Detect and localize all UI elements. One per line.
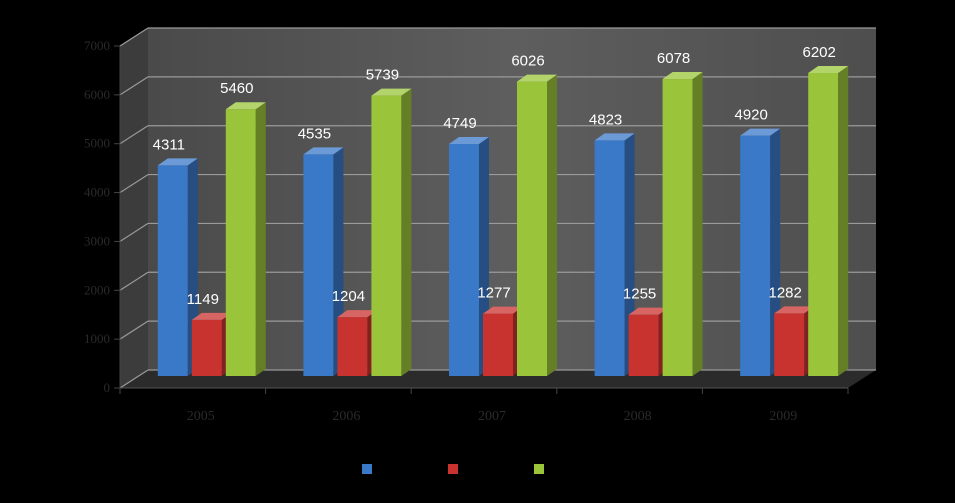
bar-top [808, 65, 849, 73]
bar [157, 165, 188, 376]
data-label: 6078 [657, 50, 690, 67]
bar [225, 109, 256, 377]
x-category-label: 2005 [187, 409, 215, 424]
data-label: 6026 [511, 53, 544, 70]
legend-swatch [448, 464, 458, 474]
x-category-label: 2006 [332, 409, 360, 424]
gridline-side [119, 125, 149, 145]
bar [808, 72, 839, 376]
y-tick-label: 6000 [84, 87, 110, 102]
bar [303, 154, 334, 376]
bar [337, 317, 368, 376]
bar [483, 313, 513, 376]
gridline-side [119, 369, 149, 389]
data-label: 6202 [803, 44, 836, 61]
data-label: 1282 [769, 284, 802, 301]
bar [191, 319, 222, 376]
data-label: 5460 [220, 80, 253, 97]
bar-side [838, 65, 849, 376]
data-label: 4749 [443, 115, 476, 132]
bar-top [371, 88, 412, 96]
legend-swatch [362, 464, 372, 474]
bar-top [628, 307, 669, 315]
bar-top [449, 136, 489, 144]
x-category-label: 2009 [769, 409, 797, 424]
legend-swatch [534, 464, 544, 474]
gridline-side [119, 222, 149, 242]
bar-top [337, 310, 378, 318]
y-tick-label: 3000 [84, 233, 110, 248]
bar-side [547, 74, 557, 377]
bar-top [191, 312, 232, 320]
data-label: 4311 [153, 136, 185, 153]
bar [628, 314, 659, 376]
bar [517, 81, 547, 377]
bar-top [740, 128, 781, 136]
data-label: 1277 [477, 285, 510, 302]
bar-top [774, 306, 815, 314]
y-tick-label: 7000 [84, 38, 110, 53]
bar [740, 135, 771, 376]
x-category-label: 2007 [478, 409, 506, 424]
data-label: 1255 [623, 286, 656, 303]
bar [774, 313, 805, 376]
x-category-label: 2008 [624, 409, 652, 424]
bar-top [662, 72, 703, 80]
bar-top [157, 158, 198, 166]
bar [449, 143, 479, 376]
bar-top [594, 133, 635, 141]
data-label: 1204 [332, 288, 365, 305]
y-tick-label: 4000 [84, 185, 110, 200]
y-tick-label: 5000 [84, 136, 110, 151]
gridline-side [119, 271, 149, 291]
data-label: 4535 [298, 125, 331, 142]
bar [371, 95, 402, 376]
bar-top [225, 102, 266, 110]
bar-side [401, 88, 412, 376]
bar-side [255, 102, 266, 377]
y-tick-label: 0 [104, 380, 111, 395]
bar-top [483, 306, 523, 314]
gridline-side [119, 76, 149, 96]
plot-side-wall [120, 28, 148, 388]
data-label: 5739 [366, 67, 399, 84]
gridline-side [119, 27, 149, 47]
bar-top [517, 74, 557, 82]
bar [594, 140, 625, 376]
data-label: 4823 [589, 111, 622, 128]
data-label: 1149 [187, 291, 219, 308]
gridline-side [119, 320, 149, 340]
bar [662, 79, 693, 376]
y-tick-label: 1000 [84, 331, 110, 346]
bar-top [303, 147, 344, 155]
data-label: 4920 [735, 107, 768, 124]
bar-side [692, 72, 703, 376]
y-tick-label: 2000 [84, 282, 110, 297]
gridline-side [119, 174, 149, 194]
